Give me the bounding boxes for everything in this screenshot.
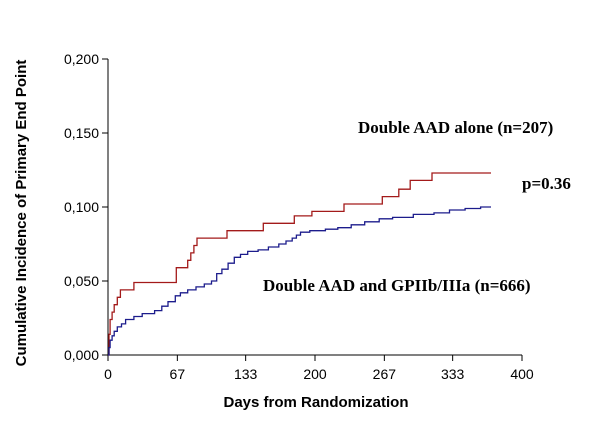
series-line-double-aad-alone: [108, 172, 491, 356]
annotation-p-value: p=0.36: [522, 174, 571, 193]
x-tick-label: 400: [510, 366, 534, 382]
x-tick-label: 267: [373, 366, 397, 382]
y-tick-label: 0,100: [64, 199, 99, 215]
x-tick-label: 200: [303, 366, 327, 382]
x-tick-label: 0: [104, 366, 112, 382]
x-tick-label: 67: [170, 366, 186, 382]
series-line-double-aad-gpiib: [108, 206, 491, 356]
x-axis-title: Days from Randomization: [223, 394, 408, 411]
axes: [107, 59, 522, 356]
x-ticks: 0 67 133 200 267 333 400: [104, 355, 534, 382]
series-group: [108, 172, 491, 356]
y-tick-label: 0,000: [64, 347, 99, 363]
annotation-double-aad-gpiib: Double AAD and GPIIb/IIIa (n=666): [263, 276, 531, 295]
x-tick-label: 333: [441, 366, 465, 382]
annotation-double-aad-alone: Double AAD alone (n=207): [358, 118, 553, 137]
y-tick-label: 0,050: [64, 273, 99, 289]
y-axis-title: Cumulative Incidence of Primary End Poin…: [13, 60, 30, 367]
y-tick-label: 0,200: [64, 51, 99, 67]
y-ticks: 0,000 0,050 0,100 0,150 0,200: [64, 51, 108, 363]
x-tick-label: 133: [234, 366, 258, 382]
y-tick-label: 0,150: [64, 125, 99, 141]
